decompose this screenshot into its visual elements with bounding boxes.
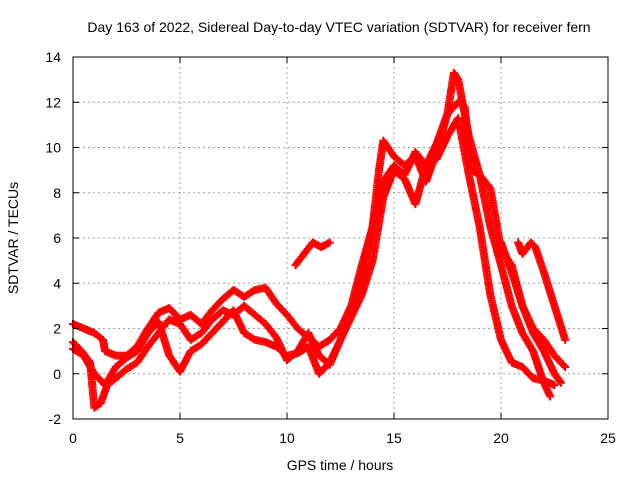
x-axis-label: GPS time / hours (287, 457, 394, 473)
y-tick-label: 8 (53, 185, 61, 201)
series-track-e (514, 238, 570, 344)
x-tick-label: 5 (176, 430, 184, 446)
y-tick-label: 0 (53, 366, 61, 382)
y-tick-label: 6 (53, 230, 61, 246)
data-points (69, 68, 570, 412)
y-tick-label: 2 (53, 321, 61, 337)
data-point-marker (561, 335, 570, 344)
data-point-marker (556, 378, 565, 387)
x-tick-label: 0 (69, 430, 77, 446)
y-axis-label: SDTVAR / TECUs (5, 182, 21, 294)
x-tick-label: 25 (600, 430, 616, 446)
series-track-d (291, 238, 334, 270)
y-tick-label: 14 (45, 49, 61, 65)
axis-ticks: 0 5 10 15 20 25 -2 0 2 4 6 8 10 12 14 (45, 49, 616, 446)
y-tick-label: 4 (53, 275, 61, 291)
y-tick-label: 12 (45, 94, 61, 110)
data-point-marker (555, 377, 564, 386)
y-tick-label: 10 (45, 140, 61, 156)
chart-title: Day 163 of 2022, Sidereal Day-to-day VTE… (87, 19, 590, 35)
x-tick-label: 20 (493, 430, 509, 446)
data-point-marker (561, 362, 570, 371)
data-point-marker (325, 238, 334, 247)
x-tick-label: 15 (386, 430, 402, 446)
data-point-marker (550, 381, 559, 390)
data-point-marker (559, 361, 568, 370)
y-tick-label: -2 (49, 411, 62, 427)
x-tick-label: 10 (279, 430, 295, 446)
data-point-marker (546, 392, 555, 401)
series-track-f (497, 238, 570, 371)
grid-lines (73, 57, 608, 419)
